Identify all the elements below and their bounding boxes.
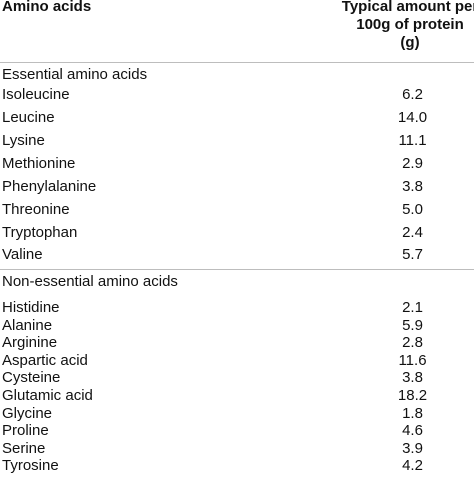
table-row: Threonine 5.0 <box>0 201 474 224</box>
table-row: Proline 4.6 <box>0 422 474 445</box>
table-row: Lysine 11.1 <box>0 132 474 155</box>
amino-acid-value: 4.2 <box>402 457 423 475</box>
amino-acid-name: Alanine <box>2 316 53 334</box>
table-row: Aspartic acid 11.6 <box>0 352 474 375</box>
table-row: Histidine 2.1 <box>0 299 474 322</box>
amino-acid-value: 3.9 <box>402 439 423 457</box>
amino-acid-value: 6.2 <box>402 86 423 103</box>
amino-acid-value: 2.8 <box>402 334 423 352</box>
column-header-line-2: 100g of protein <box>356 16 464 33</box>
table-row: Arginine 2.8 <box>0 334 474 357</box>
amino-acid-value: 1.8 <box>402 404 423 422</box>
table-row: Methionine 2.9 <box>0 155 474 178</box>
amino-acid-value: 11.1 <box>398 132 427 149</box>
amino-acid-name: Valine <box>2 246 43 263</box>
amino-acid-name: Glutamic acid <box>2 387 93 404</box>
amino-acid-name: Isoleucine <box>2 86 70 103</box>
table-row: Glutamic acid 18.2 <box>0 387 474 410</box>
section-divider <box>0 269 474 270</box>
amino-acid-name: Cysteine <box>2 369 61 387</box>
amino-acid-value: 2.1 <box>402 299 423 316</box>
amino-acid-name: Tryptophan <box>2 224 78 241</box>
amino-acid-name: Arginine <box>2 334 58 352</box>
table-row: Isoleucine 6.2 <box>0 86 474 109</box>
amino-acid-name: Histidine <box>2 299 60 316</box>
header-divider <box>0 62 474 63</box>
table-row: Phenylalanine 3.8 <box>0 178 474 201</box>
amino-acid-name: Glycine <box>2 404 53 422</box>
section-title-nonessential: Non-essential amino acids <box>2 273 178 290</box>
amino-acid-value: 2.9 <box>402 155 423 172</box>
table-row: Tyrosine 4.2 <box>0 457 474 480</box>
table-row: Leucine 14.0 <box>0 109 474 132</box>
amino-acid-value: 4.6 <box>402 422 423 440</box>
table-row: Alanine 5.9 <box>0 317 474 340</box>
amino-acid-name: Aspartic acid <box>2 351 88 369</box>
column-header-line-3: (g) <box>400 34 420 51</box>
amino-acid-name: Threonine <box>2 201 70 218</box>
table-row: Glycine 1.8 <box>0 405 474 428</box>
amino-acid-name: Tyrosine <box>2 457 59 475</box>
amino-acid-name: Phenylalanine <box>2 178 97 195</box>
amino-acid-name: Serine <box>2 439 46 457</box>
section-title-essential: Essential amino acids <box>2 66 148 83</box>
amino-acid-value: 2.4 <box>402 224 423 241</box>
amino-acid-name: Proline <box>2 422 49 440</box>
table-row: Cysteine 3.8 <box>0 369 474 392</box>
amino-acid-value: 11.6 <box>398 351 427 369</box>
amino-acid-value: 3.8 <box>402 369 423 387</box>
amino-acid-value: 5.9 <box>402 316 423 334</box>
amino-acid-name: Methionine <box>2 155 76 172</box>
amino-acid-name: Lysine <box>2 132 45 149</box>
column-header-amino-acids: Amino acids <box>2 0 92 15</box>
amino-acid-value: 14.0 <box>397 109 428 126</box>
column-header-line-1: Typical amount per <box>341 0 474 15</box>
amino-acid-value: 3.8 <box>402 178 423 195</box>
amino-acid-value: 5.7 <box>402 246 423 263</box>
table-row: Valine 5.7 <box>0 246 474 269</box>
column-header-typical-amount: Typical amount per 100g of protein (g) <box>340 0 474 52</box>
amino-acid-value: 5.0 <box>402 201 423 218</box>
amino-acid-value: 18.2 <box>397 387 428 404</box>
amino-acid-name: Leucine <box>2 109 55 126</box>
table-row: Tryptophan 2.4 <box>0 224 474 247</box>
